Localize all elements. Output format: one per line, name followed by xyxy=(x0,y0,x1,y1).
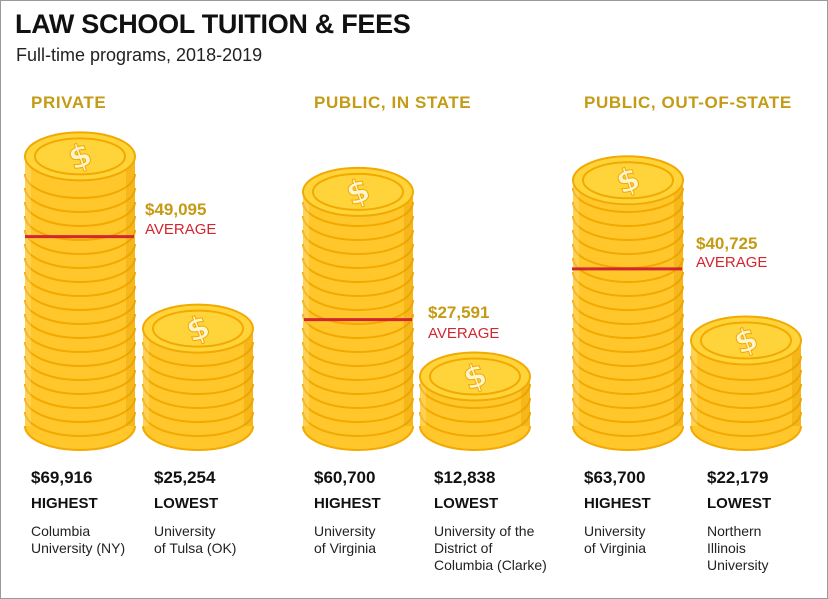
coin-stack-1-lowest: $ xyxy=(419,351,531,451)
coin-stack-0-lowest: $ xyxy=(142,303,254,451)
value-label-in-state-lowest: $12,838 xyxy=(434,468,496,487)
value-label-private-lowest: $25,254 xyxy=(154,468,216,487)
group-title-private: PRIVATE xyxy=(31,93,107,112)
average-label-private: AVERAGE xyxy=(145,221,217,238)
category-label-out-of-state-lowest: LOWEST xyxy=(707,495,772,512)
coin-stack-2-highest: $ xyxy=(572,155,684,451)
value-label-in-state-highest: $60,700 xyxy=(314,468,376,487)
school-label-private-lowest: University of Tulsa (OK) xyxy=(154,523,237,556)
group-title-public-out-of-state: PUBLIC, OUT-OF-STATE xyxy=(584,93,792,112)
average-value-public-in-state: $27,591 xyxy=(428,303,490,322)
average-value-private: $49,095 xyxy=(145,200,207,219)
school-label-in-state-highest: University of Virginia xyxy=(314,523,377,556)
coin-stack-0-highest: $ xyxy=(24,131,136,451)
chart-title: LAW SCHOOL TUITION & FEES xyxy=(15,9,411,39)
value-label-out-of-state-highest: $63,700 xyxy=(584,468,646,487)
chart-subtitle: Full-time programs, 2018-2019 xyxy=(16,45,263,65)
category-label-out-of-state-highest: HIGHEST xyxy=(584,495,651,512)
group-title-public-in-state: PUBLIC, IN STATE xyxy=(314,93,472,112)
average-value-public-out-of-state: $40,725 xyxy=(696,234,758,253)
value-label-private-highest: $69,916 xyxy=(31,468,93,487)
coin-stack-1-highest: $ xyxy=(302,166,414,451)
average-label-public-out-of-state: AVERAGE xyxy=(696,254,768,271)
category-label-in-state-lowest: LOWEST xyxy=(434,495,499,512)
school-label-in-state-lowest: University of the District of Columbia (… xyxy=(434,523,547,573)
category-label-private-highest: HIGHEST xyxy=(31,495,98,512)
school-label-private-highest: Columbia University (NY) xyxy=(31,523,126,556)
value-label-out-of-state-lowest: $22,179 xyxy=(707,468,769,487)
category-label-in-state-highest: HIGHEST xyxy=(314,495,381,512)
school-label-out-of-state-highest: University of Virginia xyxy=(584,523,647,556)
coin-stack-2-lowest: $ xyxy=(690,315,802,451)
average-label-public-in-state: AVERAGE xyxy=(428,325,500,342)
school-label-out-of-state-lowest: Northern Illinois University xyxy=(707,523,769,573)
category-label-private-lowest: LOWEST xyxy=(154,495,219,512)
